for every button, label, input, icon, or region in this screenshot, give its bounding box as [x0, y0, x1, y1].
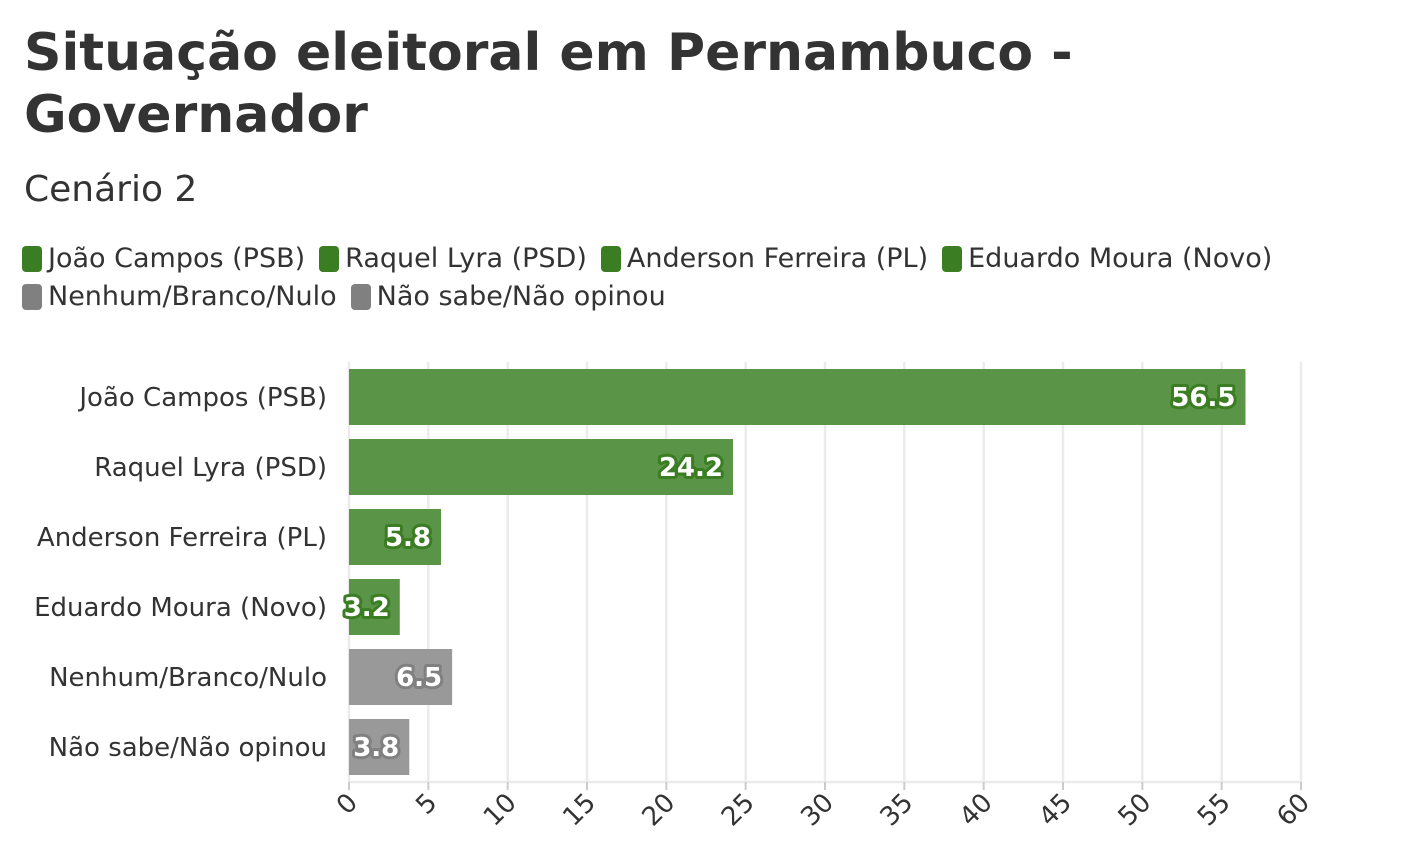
bar: [349, 579, 400, 635]
legend: João Campos (PSB) Raquel Lyra (PSD) Ande…: [22, 240, 1402, 316]
x-tick-label: 5: [410, 788, 443, 821]
x-tick-label: 25: [716, 788, 761, 833]
legend-label: Nenhum/Branco/Nulo: [48, 281, 337, 312]
category-label: Anderson Ferreira (PL): [37, 523, 327, 553]
bar: [349, 649, 453, 705]
x-tick-label: 15: [557, 788, 602, 833]
category-label: Eduardo Moura (Novo): [34, 593, 327, 623]
chart-title: Situação eleitoral em Pernambuco - Gover…: [24, 23, 1073, 145]
bar: [349, 509, 442, 565]
legend-item: João Campos (PSB): [22, 240, 305, 278]
x-tick-label: 0: [331, 788, 364, 821]
legend-swatch: [600, 246, 621, 272]
legend-label: João Campos (PSB): [48, 243, 306, 274]
data-label: 5.8: [385, 523, 431, 553]
data-label: 3.8: [353, 733, 399, 763]
legend-item: Anderson Ferreira (PL): [600, 240, 929, 278]
x-tick-label: 10: [478, 788, 523, 833]
legend-swatch: [22, 246, 42, 272]
bar: [349, 439, 733, 495]
x-tick-label: 60: [1271, 788, 1316, 833]
legend-label: Raquel Lyra (PSD): [345, 243, 587, 274]
legend-swatch: [22, 284, 42, 310]
bar: [349, 369, 1246, 425]
bar: [349, 719, 410, 775]
legend-item: Raquel Lyra (PSD): [319, 240, 587, 278]
category-label: Nenhum/Branco/Nulo: [49, 663, 327, 693]
category-label: Não sabe/Não opinou: [49, 733, 327, 763]
legend-item: Nenhum/Branco/Nulo: [22, 278, 337, 316]
data-label: 24.2: [659, 453, 723, 483]
category-label: Raquel Lyra (PSD): [94, 453, 327, 483]
x-tick-label: 20: [637, 788, 682, 833]
x-tick-label: 55: [1192, 788, 1237, 833]
legend-item: Eduardo Moura (Novo): [942, 240, 1272, 278]
data-label: 6.5: [396, 663, 442, 693]
legend-swatch: [319, 246, 340, 272]
legend-label: Anderson Ferreira (PL): [626, 243, 929, 274]
legend-swatch: [350, 284, 371, 310]
legend-label: Não sabe/Não opinou: [376, 281, 666, 312]
chart-subtitle: Cenário 2: [24, 169, 198, 210]
x-tick-label: 50: [1113, 788, 1158, 833]
category-label: João Campos (PSB): [77, 383, 327, 413]
x-tick-label: 30: [795, 788, 840, 833]
x-tick-label: 35: [875, 788, 920, 833]
x-tick-label: 45: [1033, 788, 1078, 833]
data-label: 56.5: [1171, 383, 1235, 413]
legend-swatch: [942, 246, 963, 272]
data-label: 3.2: [344, 593, 390, 623]
legend-label: Eduardo Moura (Novo): [968, 243, 1273, 274]
legend-item: Não sabe/Não opinou: [350, 278, 666, 316]
x-tick-label: 40: [954, 788, 999, 833]
